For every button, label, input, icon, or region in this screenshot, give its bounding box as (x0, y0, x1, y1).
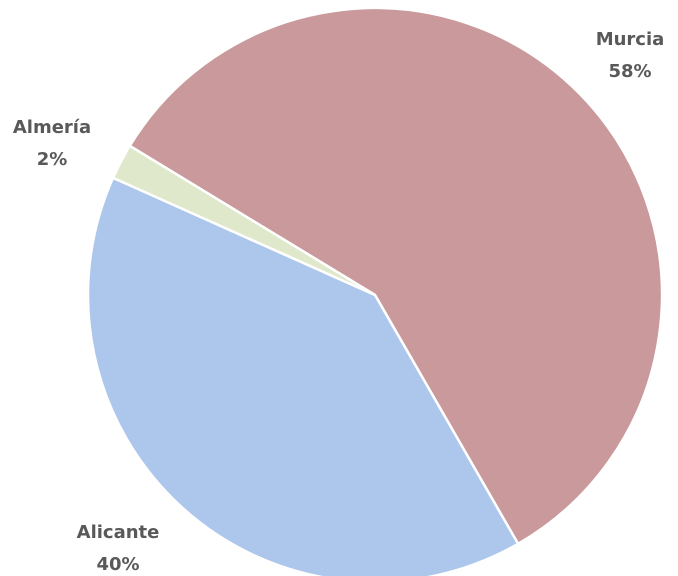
slice-value-label: 40% (96, 554, 139, 575)
slice-category-label: Almería (13, 117, 91, 138)
slice-category-label: Alicante (77, 522, 160, 543)
pie-slice (111, 144, 376, 297)
pie-slice (128, 6, 664, 546)
slice-category-label: Murcia (596, 29, 665, 50)
slice-value-label: 2% (37, 149, 68, 170)
slice-value-label: 58% (608, 61, 651, 82)
pie-slice (86, 176, 520, 576)
